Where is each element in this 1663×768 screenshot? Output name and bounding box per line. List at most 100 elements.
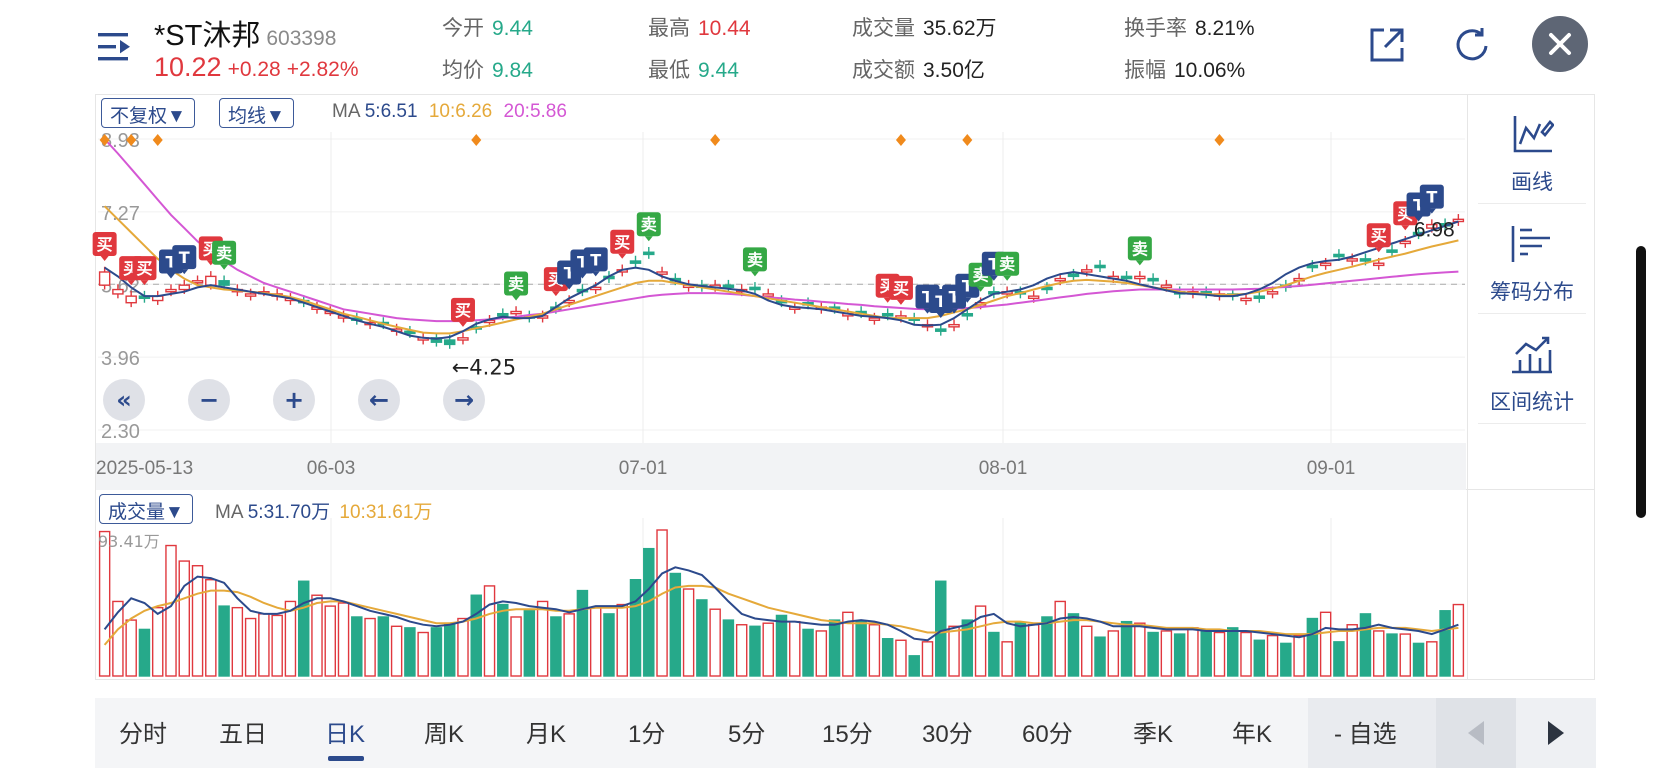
candle-body (1333, 253, 1345, 258)
candle-body (404, 330, 416, 335)
tab-3[interactable]: 周K (424, 721, 465, 748)
candle-body (1027, 295, 1040, 300)
tab-5[interactable]: 1分 (628, 721, 666, 748)
range-stats-tool[interactable]: 区间统计 (1478, 316, 1586, 424)
candle-body (1359, 258, 1372, 262)
stat-value: 10.06% (1174, 59, 1246, 82)
range-stats-label: 区间统计 (1490, 391, 1574, 414)
event-dot (895, 134, 906, 146)
stock-code: 603398 (266, 27, 337, 50)
volume-bar (1226, 627, 1239, 677)
tab-4[interactable]: 月K (526, 721, 567, 748)
volume-bar (1054, 600, 1066, 677)
volume-bar (1346, 624, 1358, 677)
candle-body (762, 293, 774, 297)
tab-1[interactable]: 五日 (219, 721, 267, 748)
volume-bar (1081, 625, 1093, 677)
volume-ma5-line (103, 566, 1459, 642)
low-price-annotation: ←4.25 (452, 355, 516, 379)
volume-bar (1134, 622, 1146, 677)
prev-button[interactable] (1436, 698, 1516, 768)
share-icon[interactable] (1368, 26, 1406, 64)
marker-bg (610, 229, 635, 254)
stat-label: 振幅 (1124, 59, 1166, 82)
volume-bar (1107, 630, 1120, 677)
candle-body (1386, 249, 1398, 253)
zoom-out-button[interactable]: − (188, 379, 230, 421)
sell-marker: 卖 (1127, 236, 1152, 266)
refresh-icon[interactable] (1454, 26, 1492, 64)
pan-right-button[interactable]: → (443, 379, 485, 421)
buy-marker: 买 (92, 231, 117, 261)
buy-marker: 买 (888, 275, 913, 305)
add-watchlist-button[interactable]: - 自选 (1334, 721, 1397, 748)
volume-bar (775, 614, 788, 677)
tab-0[interactable]: 分时 (119, 721, 167, 748)
menu-icon[interactable] (96, 30, 136, 64)
candle-body (1147, 277, 1159, 282)
candle-body (1399, 240, 1412, 245)
marker-text: 买 (1371, 226, 1387, 245)
candle-body (868, 317, 881, 321)
volume-max-label: 93.41万 (98, 532, 160, 551)
tab-8[interactable]: 30分 (922, 721, 973, 748)
junxian-select[interactable]: 均线▼ (219, 98, 294, 128)
volume-bar (98, 530, 111, 677)
marker-text: T (1426, 188, 1437, 207)
marker-tip (896, 299, 905, 305)
chip-distribution-tool[interactable]: 筹码分布 (1478, 206, 1586, 314)
volume-bar (337, 602, 350, 677)
fuquan-select[interactable]: 不复权▼ (101, 98, 195, 128)
x-tick-label: 09-01 (1307, 458, 1356, 479)
marker-text: T (166, 253, 177, 272)
volume-bar (1200, 630, 1212, 677)
volume-bar (1280, 642, 1292, 677)
sell-marker: 卖 (995, 251, 1020, 281)
candle-body (1041, 286, 1053, 291)
volume-bar (165, 544, 177, 677)
marker-tip (512, 295, 521, 301)
volume-bar (324, 605, 337, 677)
volume-bar (151, 606, 164, 677)
volume-select[interactable]: 成交量▼ (99, 494, 193, 524)
price-change-pct: +2.82% (286, 58, 359, 81)
pan-left-button[interactable]: ← (358, 379, 400, 421)
tab-6[interactable]: 5分 (728, 721, 766, 748)
triangle-left-icon (1468, 721, 1484, 745)
zixuan-area (1308, 698, 1436, 768)
x-tick-label: 06-03 (307, 458, 356, 479)
stat-item: 成交额 3.50亿 (852, 54, 985, 84)
volume-bar (855, 620, 867, 677)
volume-bar (1452, 603, 1465, 677)
draw-line-label: 画线 (1511, 171, 1553, 194)
marker-bg (1366, 223, 1391, 248)
zoom-in-button[interactable]: + (273, 379, 315, 421)
marker-bg (92, 231, 117, 256)
y-tick-label: 3.96 (101, 348, 140, 370)
t-marker: T (172, 245, 197, 275)
volume-bar (935, 580, 947, 677)
vol-ma5-value: 5:31.70万 (247, 502, 331, 523)
marker-tip (166, 273, 175, 279)
candle-body (629, 260, 642, 264)
tab-2[interactable]: 日K (325, 721, 366, 748)
volume-bar (1266, 634, 1279, 677)
marker-text: 卖 (999, 255, 1015, 274)
scrollbar[interactable] (1636, 246, 1646, 518)
candle-body (178, 284, 191, 291)
volume-bar (948, 625, 960, 677)
tab-10[interactable]: 季K (1133, 721, 1174, 748)
tab-7[interactable]: 15分 (822, 721, 873, 748)
close-icon[interactable] (1532, 16, 1588, 72)
marker-tip (1135, 260, 1144, 266)
marker-tip (565, 284, 574, 290)
draw-line-tool[interactable]: 画线 (1478, 96, 1586, 204)
next-button[interactable] (1516, 698, 1596, 768)
marker-bg (742, 247, 767, 272)
buy-marker: 买 (450, 297, 475, 327)
fast-back-button[interactable]: « (103, 379, 145, 421)
volume-ma-legend: MA 5:31.70万 10:31.61万 (215, 497, 432, 524)
tab-9[interactable]: 60分 (1022, 721, 1073, 748)
tab-11[interactable]: 年K (1232, 721, 1273, 748)
